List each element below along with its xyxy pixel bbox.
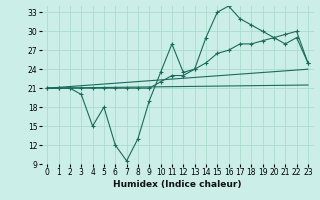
X-axis label: Humidex (Indice chaleur): Humidex (Indice chaleur) [113, 180, 242, 189]
